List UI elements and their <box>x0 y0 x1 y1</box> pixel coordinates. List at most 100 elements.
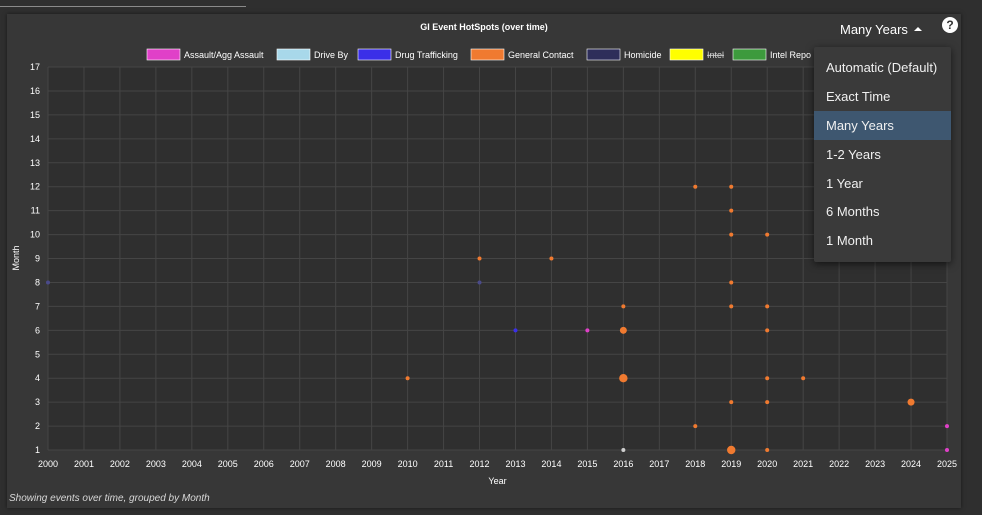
data-point <box>729 304 734 309</box>
x-tick-label: 2004 <box>182 459 202 469</box>
help-icon[interactable]: ? <box>942 17 958 33</box>
x-tick-label: 2009 <box>362 459 382 469</box>
data-point <box>513 328 518 333</box>
menu-item-1-year[interactable]: 1 Year <box>826 176 863 191</box>
x-tick-label: 2018 <box>685 459 705 469</box>
data-point <box>729 280 734 285</box>
menu-item-exact-time[interactable]: Exact Time <box>826 89 891 104</box>
caret-up-icon <box>913 26 922 31</box>
data-point <box>477 256 482 261</box>
y-axis-label: Month <box>11 245 21 270</box>
chart-title: GI Event HotSpots (over time) <box>420 22 548 32</box>
data-point <box>46 280 50 285</box>
legend-label: Drive By <box>314 50 349 60</box>
menu-item-1-month[interactable]: 1 Month <box>826 233 873 248</box>
x-tick-label: 2000 <box>38 459 58 469</box>
x-tick-label: 2022 <box>829 459 849 469</box>
y-tick-label: 2 <box>35 421 40 431</box>
legend-swatch <box>276 48 311 61</box>
data-point <box>727 445 736 455</box>
y-tick-label: 17 <box>30 62 40 72</box>
data-point <box>801 376 806 381</box>
x-tick-label: 2008 <box>326 459 346 469</box>
legend-swatch <box>586 48 621 61</box>
y-tick-label: 12 <box>30 182 40 192</box>
data-point <box>765 400 770 405</box>
y-tick-label: 14 <box>30 134 40 144</box>
x-tick-label: 2020 <box>757 459 777 469</box>
data-point <box>907 398 915 406</box>
data-point <box>765 304 770 309</box>
data-point <box>477 280 482 285</box>
menu-item-6-months[interactable]: 6 Months <box>826 204 880 219</box>
legend-swatch <box>669 48 704 61</box>
x-tick-label: 2011 <box>434 459 453 469</box>
x-tick-label: 2007 <box>290 459 310 469</box>
y-tick-label: 4 <box>35 373 40 383</box>
x-tick-label: 2025 <box>937 459 957 469</box>
legend-label: Intel Repo <box>770 50 811 60</box>
data-point <box>621 304 626 309</box>
menu-item-1-2-years[interactable]: 1-2 Years <box>826 147 881 162</box>
legend-label: Assault/Agg Assault <box>184 50 264 60</box>
legend-swatch <box>470 48 505 61</box>
data-point <box>619 373 628 383</box>
data-point <box>765 376 770 381</box>
y-tick-label: 6 <box>35 325 40 335</box>
chart-caption: Showing events over time, grouped by Mon… <box>9 493 210 504</box>
data-point <box>729 400 734 405</box>
y-tick-label: 7 <box>35 301 40 311</box>
x-tick-label: 2006 <box>254 459 274 469</box>
x-tick-label: 2012 <box>470 459 490 469</box>
data-point <box>945 424 949 429</box>
x-tick-label: 2005 <box>218 459 238 469</box>
x-tick-label: 2019 <box>721 459 741 469</box>
x-tick-label: 2002 <box>110 459 130 469</box>
y-tick-label: 15 <box>30 110 40 120</box>
legend-swatch <box>357 48 392 61</box>
x-tick-label: 2001 <box>74 459 94 469</box>
x-tick-label: 2023 <box>865 459 885 469</box>
y-tick-label: 1 <box>35 445 40 455</box>
y-tick-label: 5 <box>35 349 40 359</box>
data-point <box>585 328 590 333</box>
legend-label: General Contact <box>508 50 574 60</box>
y-tick-label: 3 <box>35 397 40 407</box>
data-point <box>621 448 626 452</box>
y-tick-label: 11 <box>31 206 40 216</box>
data-point <box>729 208 734 213</box>
legend-swatch <box>732 48 767 61</box>
y-tick-label: 13 <box>30 158 40 168</box>
x-tick-label: 2015 <box>577 459 597 469</box>
data-point <box>765 232 770 237</box>
y-tick-label: 8 <box>35 277 40 287</box>
x-tick-label: 2016 <box>613 459 633 469</box>
x-tick-label: 2013 <box>505 459 525 469</box>
top-divider <box>0 6 246 7</box>
legend-label: Homicide <box>624 50 662 60</box>
data-point <box>619 326 627 334</box>
y-tick-label: 10 <box>30 230 40 240</box>
y-tick-label: 9 <box>35 254 40 264</box>
timescale-selected-label: Many Years <box>840 22 908 37</box>
data-point <box>765 448 770 452</box>
menu-item-automatic[interactable]: Automatic (Default) <box>826 60 938 75</box>
data-point <box>945 448 949 452</box>
legend-swatch <box>146 48 181 61</box>
data-point <box>405 376 410 381</box>
data-point <box>693 184 698 189</box>
data-point <box>693 424 698 429</box>
data-point <box>549 256 554 261</box>
x-tick-label: 2014 <box>541 459 561 469</box>
timescale-dropdown[interactable]: Many Years <box>840 22 922 37</box>
data-point <box>729 184 734 189</box>
y-tick-label: 16 <box>30 86 40 96</box>
x-axis-label: Year <box>488 476 506 486</box>
menu-item-many-years[interactable]: Many Years <box>814 111 951 140</box>
data-point <box>729 232 734 237</box>
x-tick-label: 2003 <box>146 459 166 469</box>
data-point <box>765 328 770 333</box>
timescale-menu: Automatic (Default) Exact Time Many Year… <box>814 47 951 262</box>
legend-label: Intel <box>707 50 724 60</box>
